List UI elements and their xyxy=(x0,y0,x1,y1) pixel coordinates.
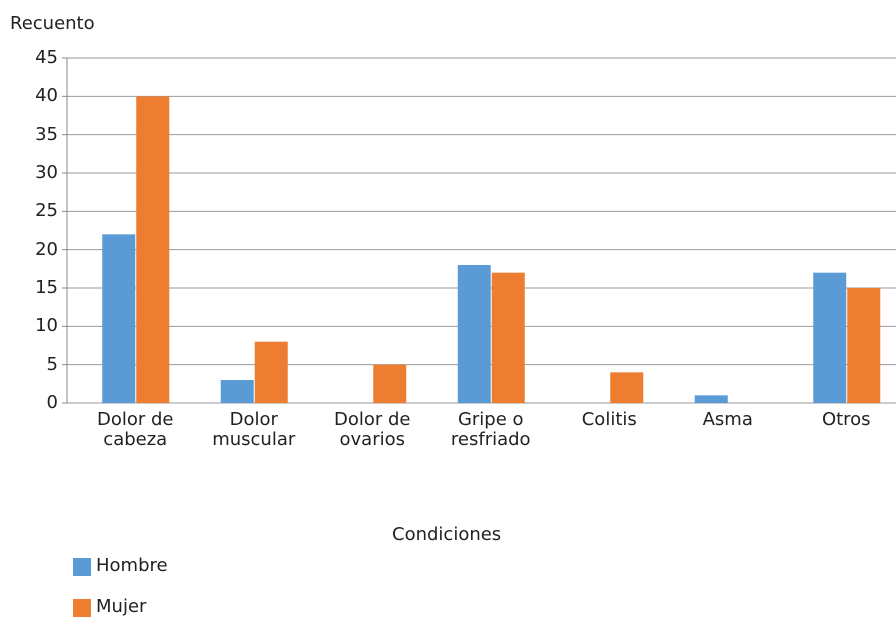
bar xyxy=(847,288,881,403)
bar xyxy=(254,341,288,403)
x-tick-label: Dolor de ovarios xyxy=(333,409,411,450)
x-axis-label: Condiciones xyxy=(392,524,502,545)
bar xyxy=(813,272,847,403)
y-tick-label: 40 xyxy=(35,85,58,107)
bar xyxy=(102,234,136,403)
y-tick-label: 25 xyxy=(35,200,58,222)
y-tick-label: 30 xyxy=(35,162,58,183)
bar xyxy=(694,395,728,403)
x-tick-label: Otros xyxy=(821,409,871,430)
legend-label: Hombre xyxy=(96,555,168,576)
bar xyxy=(136,96,170,403)
y-tick-label: 5 xyxy=(46,353,58,375)
y-tick-label: 35 xyxy=(35,123,58,145)
bar xyxy=(373,364,407,403)
y-axis-label: Recuento xyxy=(10,13,95,34)
legend-swatch xyxy=(73,599,91,617)
legend-label: Mujer xyxy=(96,596,147,617)
bar xyxy=(491,272,525,403)
x-tick-label: Asma xyxy=(702,409,753,430)
y-tick-label: 0 xyxy=(46,392,58,413)
x-tick-label: Dolor de cabeza xyxy=(96,409,174,450)
legend-swatch xyxy=(73,558,91,576)
y-tick-label: 10 xyxy=(35,315,58,337)
y-tick-label: 20 xyxy=(35,238,58,260)
y-tick-label: 45 xyxy=(35,47,58,68)
x-tick-label: Dolor muscular xyxy=(212,409,296,450)
x-tick-label: Colitis xyxy=(581,409,637,430)
bar xyxy=(220,380,254,403)
x-tick-label: Gripe o resfriado xyxy=(450,409,531,450)
y-tick-label: 15 xyxy=(35,277,58,298)
bar xyxy=(610,372,644,403)
bar xyxy=(457,265,491,403)
